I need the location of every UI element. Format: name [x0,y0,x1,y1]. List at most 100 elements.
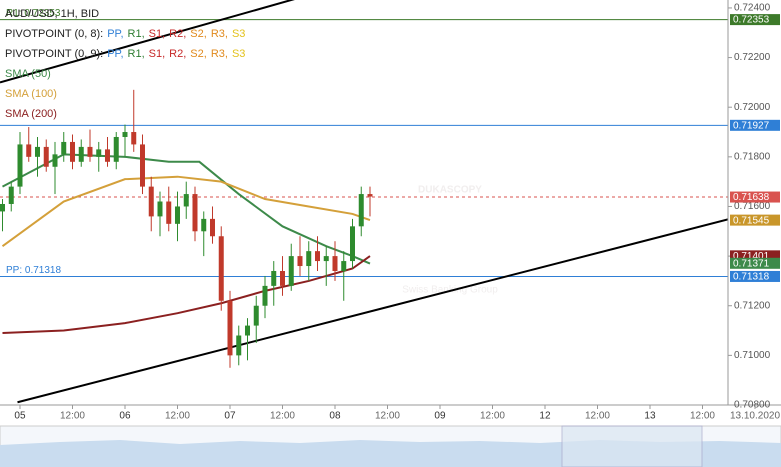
x-tick-label: 12:00 [60,411,85,422]
price-tag-label: 0.71638 [733,192,770,203]
candle-body [358,194,364,227]
x-tick-label: 12:00 [375,411,400,422]
candle-body [113,136,119,162]
candle-body [288,256,294,286]
x-tick-label: 05 [14,411,26,422]
y-tick-label: 0.72000 [734,102,771,113]
pivot-item: PP, [107,28,123,40]
pivot-item: PP, [107,48,123,60]
x-tick-label: 06 [119,411,131,422]
candle-body [148,186,154,217]
candle-body [52,154,58,167]
sma-line [2,153,371,265]
candle-body [0,203,5,212]
pivot-label: PIVOTPOINT (0, 9): [5,48,103,60]
legend-entry[interactable]: SMA (200) [5,108,57,120]
candle-body [332,256,338,271]
pivot-item: S3 [232,28,245,40]
price-tag [730,214,780,226]
candle-body [297,256,303,267]
price-tag [730,191,780,203]
candle-body [61,141,67,155]
pivot-item: S2, [190,28,207,40]
candle-body [96,149,102,157]
x-tick-label: 12:00 [270,411,295,422]
candle-body [314,251,320,262]
legend-entry[interactable]: SMA (100) [5,88,57,100]
sma-line [1,175,371,247]
y-tick-label: 0.72200 [734,52,771,63]
pivot-item: S2, [190,48,207,60]
level-caption: PP: 0.71318 [6,265,61,276]
candle-body [122,132,128,137]
candle-body [227,300,233,356]
candle-body [34,146,40,157]
candle-body [218,236,224,301]
y-tick-label: 0.71000 [734,350,771,361]
candle-body [157,201,163,217]
x-tick-label: 13.10.2020 [730,411,780,422]
candle-body [183,194,189,207]
candle-body [279,270,285,286]
plot-area: R1: 0.72353 PP: 0.71318 [0,0,728,404]
level-caption: R1: 0.72353 [6,8,61,19]
price-tag-label: 0.71318 [733,272,770,283]
candle-body [341,261,347,271]
y-tick-label: 0.71800 [734,151,771,162]
pivot-item: S1, [149,28,166,40]
pivot-item: R1, [128,28,145,40]
candle-body [201,218,207,232]
pivot-item: R3, [211,48,228,60]
x-tick-label: 08 [329,411,341,422]
candle-body [104,149,110,162]
candle-body [139,144,145,187]
candle-body [244,325,250,336]
price-tag-label: 0.71401 [733,251,770,262]
candle-body [349,226,355,262]
watermark-text: DUKASCOPY [418,185,482,196]
candle-body [192,194,198,232]
candle-body [131,132,137,145]
pivot-item: R2, [169,48,186,60]
x-tick-label: 12:00 [585,411,610,422]
price-tag [730,270,780,282]
pivot-item: R3, [211,28,228,40]
pivot-label: PIVOTPOINT (0, 8): [5,28,103,40]
candle-body [69,141,75,162]
navigator-window[interactable] [561,425,703,467]
y-tick-label: 0.72400 [734,3,771,14]
price-tag [730,14,780,26]
price-tag-label: 0.71927 [733,120,770,131]
candle-body [323,256,329,262]
pivot-legend: PIVOTPOINT (0, 8): PP, R1, S1, R2, S2, R3, S3 [5,28,245,40]
x-tick-label: 12:00 [165,411,190,422]
trend-line [0,0,295,84]
y-tick-label: 0.71200 [734,300,771,311]
candle-body [8,186,14,204]
candle-body [236,335,242,356]
axes: 0.72400 0.72200 0.72000 0.71800 0.71600 0.714… [14,3,780,422]
y-tick-label: 0.70800 [734,400,771,411]
candle-body [166,201,172,224]
pivot-item: R1, [128,48,145,60]
price-tag-label: 0.71545 [733,215,770,226]
pivot-item: S1, [149,48,166,60]
pivot-item: R2, [169,28,186,40]
legend: AUD/USD, 1H, BID PIVOTPOINT (0, 8): PP, R1,… [5,8,245,120]
price-tag [730,250,780,262]
y-tick-label: 0.71600 [734,201,771,212]
price-tag [730,119,780,131]
pivot-item: S3 [232,48,245,60]
x-tick-label: 09 [434,411,446,422]
legend-entry[interactable]: SMA (50) [5,68,51,80]
price-tag [730,257,780,269]
x-tick-label: 07 [224,411,236,422]
candle-body [43,146,49,167]
candle-body [271,270,277,286]
candle-body [306,251,312,267]
x-tick-label: 12:00 [480,411,505,422]
chart-title: AUD/USD, 1H, BID [5,8,99,20]
candle-body [87,146,93,157]
